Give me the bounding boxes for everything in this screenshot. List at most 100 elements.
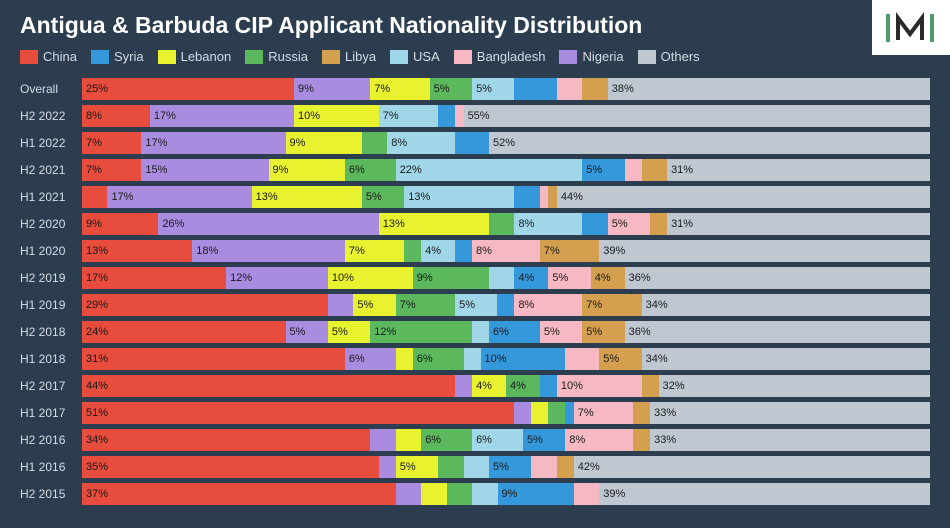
bar-segment: 9%: [413, 267, 489, 289]
stacked-bar-chart: Overall25%9%7%5%5%38% H2 20228%17%10%7%55…: [20, 76, 930, 506]
bar-segment: 5%: [523, 429, 565, 451]
bar-segment: [514, 78, 556, 100]
row-label: H2 2022: [20, 109, 82, 123]
bar-row: H1 202013%18%7%4%8%7%39%: [20, 238, 930, 263]
bar-segment: [582, 213, 607, 235]
bar-segment: [379, 456, 396, 478]
chart-title: Antigua & Barbuda CIP Applicant National…: [20, 12, 930, 39]
row-label: H2 2017: [20, 379, 82, 393]
bar-segment: 13%: [404, 186, 514, 208]
legend-swatch: [559, 50, 577, 64]
bar-row: H1 20227%17%9%8%52%: [20, 130, 930, 155]
bar-segment: [455, 105, 463, 127]
bar-segment: 7%: [540, 240, 599, 262]
bar-segment: 34%: [642, 294, 930, 316]
bar-segment: 38%: [608, 78, 930, 100]
legend-label: Syria: [114, 49, 144, 64]
bar-segment: 32%: [659, 375, 930, 397]
bar-segment: 10%: [294, 105, 379, 127]
bar-segment: 10%: [481, 348, 566, 370]
row-label: H1 2017: [20, 406, 82, 420]
bar-segment: [82, 186, 107, 208]
bar-segment: 9%: [294, 78, 370, 100]
bar-segment: [531, 456, 556, 478]
legend-swatch: [245, 50, 263, 64]
bar-segment: 6%: [472, 429, 523, 451]
stacked-bar: 13%18%7%4%8%7%39%: [82, 240, 930, 262]
legend-swatch: [638, 50, 656, 64]
bar-segment: 6%: [413, 348, 464, 370]
bar-segment: 8%: [514, 294, 582, 316]
bar-segment: 5%: [286, 321, 328, 343]
bar-segment: 5%: [608, 213, 650, 235]
bar-segment: [642, 159, 667, 181]
legend-label: China: [43, 49, 77, 64]
bar-segment: 5%: [455, 294, 497, 316]
bar-segment: 9%: [498, 483, 574, 505]
bar-segment: 5%: [582, 321, 624, 343]
row-label: H1 2022: [20, 136, 82, 150]
stacked-bar: 35%5%5%42%: [82, 456, 930, 478]
bar-segment: 44%: [82, 375, 455, 397]
bar-segment: 18%: [192, 240, 345, 262]
legend-swatch: [390, 50, 408, 64]
bar-segment: 5%: [362, 186, 404, 208]
bar-segment: [438, 456, 463, 478]
row-label: H2 2016: [20, 433, 82, 447]
bar-segment: 12%: [226, 267, 328, 289]
legend-item: China: [20, 49, 77, 64]
legend-item: Nigeria: [559, 49, 623, 64]
bar-row: H1 202117%13%5%13%44%: [20, 184, 930, 209]
bar-row: H2 20217%15%9%6%22%5%31%: [20, 157, 930, 182]
row-label: H2 2020: [20, 217, 82, 231]
bar-segment: 35%: [82, 456, 379, 478]
bar-segment: 4%: [421, 240, 455, 262]
stacked-bar: 8%17%10%7%55%: [82, 105, 930, 127]
bar-segment: [642, 375, 659, 397]
bar-segment: 5%: [396, 456, 438, 478]
legend-item: Russia: [245, 49, 308, 64]
bar-segment: [472, 483, 497, 505]
bar-segment: 4%: [472, 375, 506, 397]
legend-item: Others: [638, 49, 700, 64]
legend-label: USA: [413, 49, 440, 64]
bar-segment: 9%: [286, 132, 362, 154]
bar-row: Overall25%9%7%5%5%38%: [20, 76, 930, 101]
bar-segment: 37%: [82, 483, 396, 505]
bar-segment: 6%: [345, 348, 396, 370]
legend-label: Nigeria: [582, 49, 623, 64]
bar-segment: 5%: [540, 321, 582, 343]
bar-segment: [404, 240, 421, 262]
bar-segment: 9%: [82, 213, 158, 235]
legend-label: Libya: [345, 49, 376, 64]
bar-segment: 17%: [107, 186, 251, 208]
bar-segment: 52%: [489, 132, 930, 154]
row-label: H1 2021: [20, 190, 82, 204]
bar-row: H2 201537%9%39%: [20, 481, 930, 506]
bar-segment: 39%: [599, 483, 930, 505]
legend-item: Lebanon: [158, 49, 232, 64]
bar-segment: 8%: [565, 429, 633, 451]
bar-segment: 17%: [141, 132, 285, 154]
bar-segment: 7%: [379, 105, 438, 127]
bar-segment: 7%: [582, 294, 641, 316]
bar-segment: 13%: [252, 186, 362, 208]
bar-segment: 5%: [353, 294, 395, 316]
bar-segment: 13%: [82, 240, 192, 262]
stacked-bar: 51%7%33%: [82, 402, 930, 424]
bar-segment: [548, 402, 565, 424]
bar-segment: [328, 294, 353, 316]
bar-segment: [565, 402, 573, 424]
bar-segment: 5%: [599, 348, 641, 370]
stacked-bar: 7%15%9%6%22%5%31%: [82, 159, 930, 181]
bar-segment: [633, 402, 650, 424]
bar-segment: [489, 267, 514, 289]
bar-segment: 6%: [345, 159, 396, 181]
bar-segment: 33%: [650, 402, 930, 424]
bar-row: H2 201744%4%4%10%32%: [20, 373, 930, 398]
bar-segment: [489, 213, 514, 235]
bar-segment: [455, 240, 472, 262]
bar-segment: 8%: [514, 213, 582, 235]
bar-segment: 13%: [379, 213, 489, 235]
row-label: H1 2019: [20, 298, 82, 312]
